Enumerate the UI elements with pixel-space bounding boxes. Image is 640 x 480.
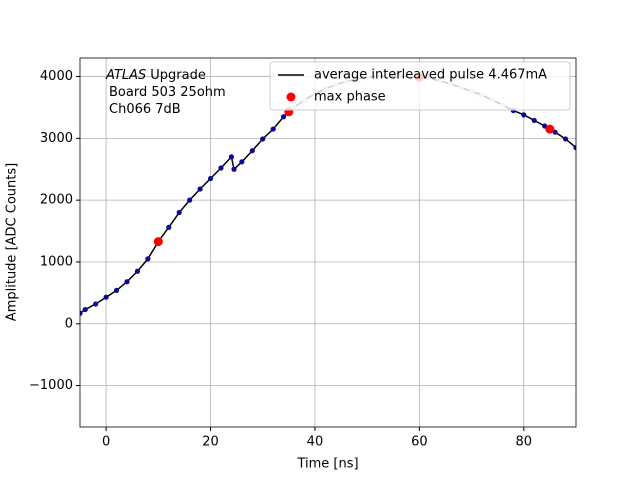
data-point (573, 145, 576, 151)
y-tick-label: 1000 (40, 254, 73, 269)
data-point (249, 148, 255, 154)
data-point (531, 117, 537, 124)
data-point (176, 209, 182, 216)
axes-frame (79, 57, 577, 428)
data-point (218, 165, 224, 171)
max-phase-point (153, 237, 163, 247)
y-tick-label: 3000 (40, 131, 73, 146)
annotation: ATLAS Upgrade Board 503 25ohm Ch066 7dB (105, 68, 226, 117)
data-point (231, 166, 237, 172)
data-point (113, 287, 120, 294)
data-point (103, 294, 109, 300)
annotation-line: Upgrade (150, 68, 206, 83)
x-tick-label: 60 (411, 435, 428, 450)
annotation-line: Board 503 25ohm (109, 85, 226, 100)
data-point (207, 175, 214, 182)
y-tick-label: 2000 (40, 193, 73, 208)
data-point (281, 114, 287, 120)
data-point (187, 197, 193, 203)
data-point (260, 136, 266, 142)
data-point (270, 126, 276, 132)
legend: average interleaved pulse 4.467mA max pha… (269, 61, 571, 111)
data-point (124, 279, 130, 285)
x-tick-label: 0 (102, 435, 110, 450)
y-tick-label: 4000 (40, 69, 73, 84)
x-axis-label: Time [ns] (296, 457, 358, 472)
max-phase-point (545, 124, 555, 134)
data-point (228, 154, 235, 160)
legend-box (269, 61, 571, 111)
data-point (93, 301, 99, 307)
data-point (166, 224, 172, 230)
data-point (82, 306, 88, 313)
data-point (145, 256, 151, 262)
data-point (521, 112, 527, 118)
legend-label: average interleaved pulse 4.467mA (314, 68, 547, 83)
data-point (562, 136, 569, 142)
x-tick-label: 20 (202, 435, 219, 450)
y-axis-label: Amplitude [ADC Counts] (5, 163, 20, 321)
y-tick-label: 0 (65, 316, 73, 331)
data-point (197, 186, 203, 192)
data-point (239, 159, 245, 165)
annotation-italic: ATLAS (105, 68, 146, 83)
x-tick-label: 80 (516, 435, 533, 450)
y-tick-label: −1000 (29, 378, 73, 393)
annotation-line: Ch066 7dB (109, 102, 181, 117)
data-point (80, 310, 83, 316)
data-point (134, 268, 141, 274)
legend-label: max phase (314, 90, 386, 105)
x-tick-label: 40 (307, 435, 324, 450)
legend-marker (286, 92, 296, 102)
